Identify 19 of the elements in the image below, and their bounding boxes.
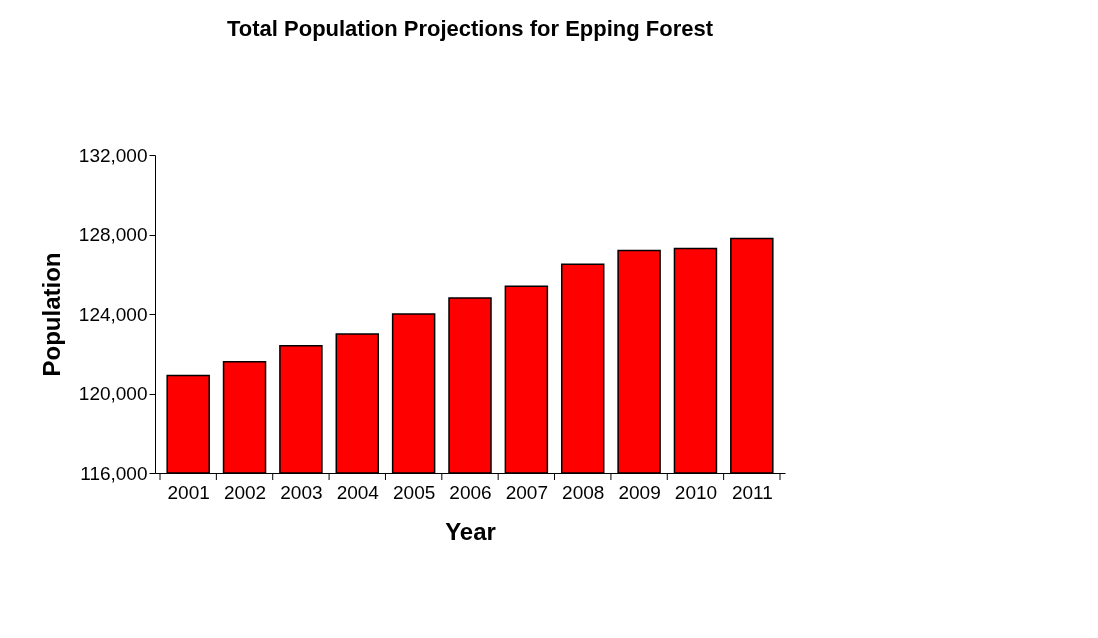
- x-tick-label: 2008: [562, 481, 605, 503]
- x-tick-label: 2003: [280, 481, 323, 503]
- x-tick-label: 2005: [393, 481, 436, 503]
- y-tick-label: 124,000: [78, 303, 148, 325]
- y-tick-label: 128,000: [78, 224, 148, 245]
- x-tick-label: 2011: [731, 481, 773, 503]
- x-tick-label: 2006: [449, 481, 492, 503]
- x-axis-title: Year: [445, 517, 496, 545]
- x-tick-label: 2004: [336, 481, 380, 503]
- x-tick-label: 2002: [223, 481, 267, 503]
- y-tick-label: 132,000: [78, 144, 148, 166]
- y-tick-label: 116,000: [80, 462, 148, 484]
- x-tick-label: 2001: [167, 481, 210, 503]
- y-tick-label: 120,000: [78, 383, 148, 404]
- y-axis-title: Population: [37, 252, 65, 377]
- x-tick-label: 2009: [618, 481, 661, 503]
- x-tick-label: 2010: [674, 481, 718, 503]
- x-tick-label: 2007: [505, 481, 548, 503]
- chart-title: Total Population Projections for Epping Forest: [226, 16, 714, 41]
